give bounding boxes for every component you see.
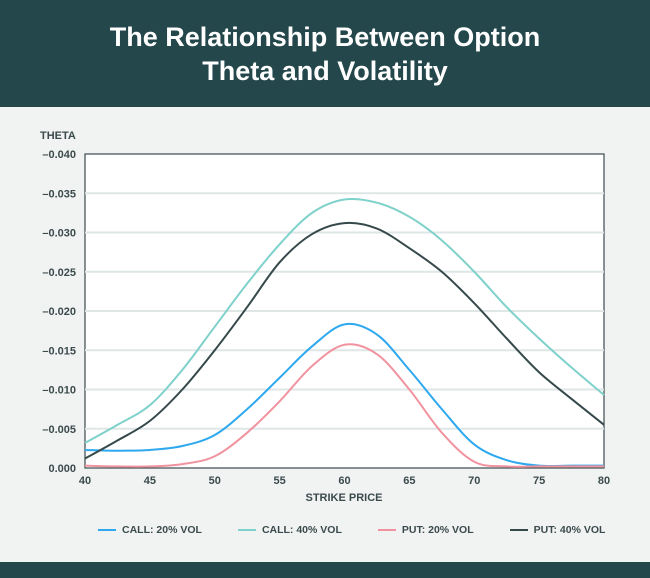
series-line-2 bbox=[84, 343, 604, 468]
y-tick-label: –0.040 bbox=[42, 149, 76, 161]
legend-swatch bbox=[237, 529, 256, 531]
footer-bar bbox=[0, 562, 650, 578]
legend-label: PUT: 20% VOL bbox=[401, 524, 474, 536]
header: The Relationship Between Option Theta an… bbox=[0, 0, 650, 107]
series-line-3 bbox=[84, 221, 605, 460]
y-tick-label: –0.005 bbox=[42, 424, 76, 436]
legend-item: CALL: 20% VOL bbox=[98, 524, 202, 536]
legend-swatch bbox=[98, 529, 116, 531]
legend-swatch bbox=[377, 529, 396, 531]
series-line-1 bbox=[84, 197, 605, 444]
legend-label: PUT: 40% VOL bbox=[533, 524, 606, 536]
x-tick-label: 50 bbox=[209, 475, 221, 487]
x-tick-label: 80 bbox=[598, 475, 610, 487]
x-axis-label: STRIKE PRICE bbox=[305, 492, 382, 504]
legend-label: CALL: 40% VOL bbox=[261, 524, 342, 536]
x-tick-label: 75 bbox=[533, 475, 545, 487]
x-tick-label: 45 bbox=[144, 475, 156, 487]
x-tick-label: 40 bbox=[79, 475, 91, 487]
page-title: The Relationship Between Option Theta an… bbox=[109, 21, 541, 86]
y-tick-label: –0.025 bbox=[42, 267, 76, 279]
y-tick-label: –0.035 bbox=[42, 188, 76, 200]
legend: CALL: 20% VOL CALL: 40% VOL PUT: 20% VOL PU… bbox=[98, 524, 641, 536]
x-tick-label: 55 bbox=[274, 475, 286, 487]
chart: 0.000 –0.005 –0.010 –0.015 –0.020 –0.025 –0.03… bbox=[40, 130, 610, 504]
legend-item: PUT: 40% VOL bbox=[509, 524, 606, 536]
legend-swatch bbox=[509, 529, 528, 531]
y-tick-label: 0.000 bbox=[48, 463, 76, 475]
y-tick-label: –0.010 bbox=[42, 385, 76, 397]
y-axis-label: THETA bbox=[40, 130, 76, 142]
x-tick-label: 60 bbox=[338, 475, 350, 487]
y-tick-label: –0.020 bbox=[42, 306, 76, 318]
y-tick-label: –0.015 bbox=[42, 345, 76, 357]
y-tick-label: –0.030 bbox=[42, 228, 76, 240]
x-tick-label: 65 bbox=[403, 475, 415, 487]
series-line-0 bbox=[84, 322, 604, 468]
legend-item: CALL: 40% VOL bbox=[237, 524, 342, 536]
x-tick-label: 70 bbox=[468, 475, 480, 487]
legend-item: PUT: 20% VOL bbox=[377, 524, 474, 536]
legend-label: CALL: 20% VOL bbox=[122, 524, 202, 536]
